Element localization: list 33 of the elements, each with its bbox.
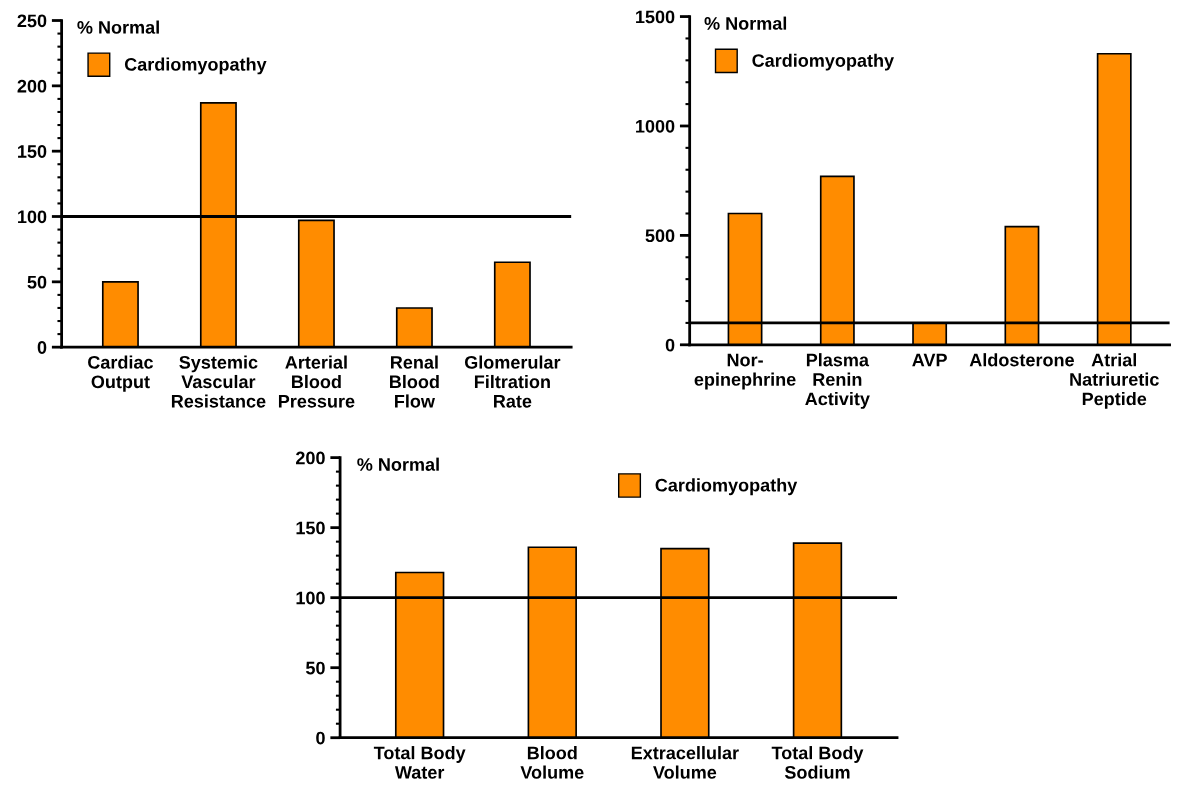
- y-tick-label: 0: [316, 731, 325, 745]
- x-tick-label: AVP: [912, 353, 947, 367]
- x-tick-label: Renal Blood Flow: [390, 355, 439, 408]
- x-tick-label: Total Body Sodium: [771, 746, 864, 779]
- y-tick-label: 250: [17, 14, 47, 28]
- y-axis-title: % Normal: [704, 16, 787, 30]
- x-tick-label: Nor- epinephrine: [694, 353, 796, 390]
- x-tick-label: Glomerular Filtration Rate: [464, 355, 561, 408]
- y-tick-label: 100: [296, 591, 325, 605]
- legend-label: Cardiomyopathy: [124, 57, 267, 75]
- y-tick-label: 50: [305, 661, 325, 675]
- x-tick-label: Blood Volume: [520, 746, 584, 779]
- y-tick-label: 500: [645, 229, 675, 243]
- x-tick-label: Systemic Vascular Resistance: [171, 355, 266, 408]
- y-tick-label: 200: [17, 79, 47, 93]
- x-tick-label: Cardiac Output: [88, 355, 154, 392]
- y-tick-label: 1500: [636, 10, 675, 24]
- x-tick-label: Extracellular Volume: [631, 746, 739, 779]
- y-tick-label: 150: [296, 521, 325, 535]
- x-tick-label: Total Body Water: [373, 746, 466, 779]
- y-tick-label: 150: [18, 145, 47, 158]
- legend-label: Cardiomyopathy: [655, 478, 798, 496]
- y-tick-label: 0: [665, 338, 675, 352]
- y-tick-label: 1000: [636, 119, 675, 133]
- legend-label: Cardiomyopathy: [752, 53, 894, 71]
- y-tick-label: 50: [27, 275, 47, 289]
- y-tick-label: 0: [37, 341, 47, 354]
- y-tick-label: 100: [18, 210, 47, 224]
- y-tick-label: 200: [296, 451, 325, 465]
- y-axis-title: % Normal: [77, 20, 159, 34]
- y-axis-title: % Normal: [357, 457, 439, 471]
- x-tick-label: Plasma Renin Activity: [805, 353, 870, 409]
- x-tick-label: Arterial Blood Pressure: [278, 355, 355, 408]
